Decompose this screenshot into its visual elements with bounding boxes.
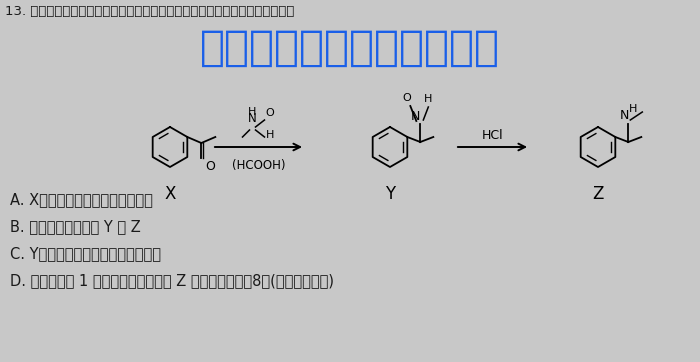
Text: N: N bbox=[411, 110, 420, 123]
Text: H: H bbox=[265, 130, 274, 140]
Text: O: O bbox=[402, 93, 411, 103]
Text: 13. 有机物是一种常用的衣板麻黄剂，其某种合成路线如下，下列说法错误的是: 13. 有机物是一种常用的衣板麻黄剂，其某种合成路线如下，下列说法错误的是 bbox=[5, 5, 295, 18]
Text: N: N bbox=[620, 109, 629, 122]
Text: H: H bbox=[629, 104, 638, 114]
Text: Y: Y bbox=[385, 185, 395, 203]
Text: O: O bbox=[265, 108, 274, 118]
Text: O: O bbox=[205, 160, 215, 173]
Text: X: X bbox=[164, 185, 176, 203]
Text: A. X分子中所有碳原子可能共平面: A. X分子中所有碳原子可能共平面 bbox=[10, 192, 153, 207]
Text: H: H bbox=[424, 94, 433, 104]
Text: C. Y可以发生取代、加成和氧化反应: C. Y可以发生取代、加成和氧化反应 bbox=[10, 246, 161, 261]
Text: HCl: HCl bbox=[482, 129, 503, 142]
Text: B. 能用銀氨溶液鉴别 Y 与 Z: B. 能用銀氨溶液鉴别 Y 与 Z bbox=[10, 219, 141, 234]
Text: N: N bbox=[248, 112, 257, 125]
Text: Z: Z bbox=[592, 185, 603, 203]
Text: 微信公众号关注：趣找答捈: 微信公众号关注：趣找答捈 bbox=[200, 27, 500, 69]
Text: H: H bbox=[248, 107, 257, 117]
Text: (HCOOH): (HCOOH) bbox=[232, 159, 286, 172]
Text: D. 苯环上只有 1 个取代基且含氨基的 Z 的同分异构体有8种(不含立体异构): D. 苯环上只有 1 个取代基且含氨基的 Z 的同分异构体有8种(不含立体异构) bbox=[10, 273, 334, 288]
